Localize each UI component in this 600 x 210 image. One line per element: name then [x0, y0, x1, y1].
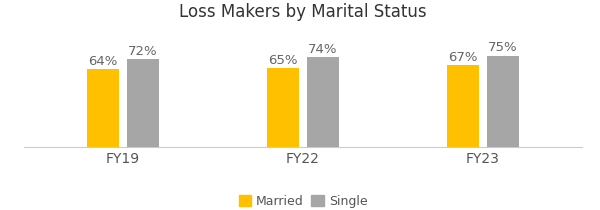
Text: 72%: 72%	[128, 45, 158, 58]
Bar	[267, 68, 299, 147]
Text: 74%: 74%	[308, 43, 338, 56]
Text: 64%: 64%	[89, 55, 118, 68]
Text: 67%: 67%	[448, 51, 478, 64]
Legend: Married, Single: Married, Single	[233, 190, 373, 210]
Bar	[87, 69, 119, 147]
Bar	[487, 56, 519, 147]
Bar	[127, 59, 159, 147]
Bar	[447, 65, 479, 147]
Text: 75%: 75%	[488, 41, 518, 54]
Bar	[307, 57, 339, 147]
Title: Loss Makers by Marital Status: Loss Makers by Marital Status	[179, 3, 427, 21]
Text: 65%: 65%	[268, 54, 298, 67]
